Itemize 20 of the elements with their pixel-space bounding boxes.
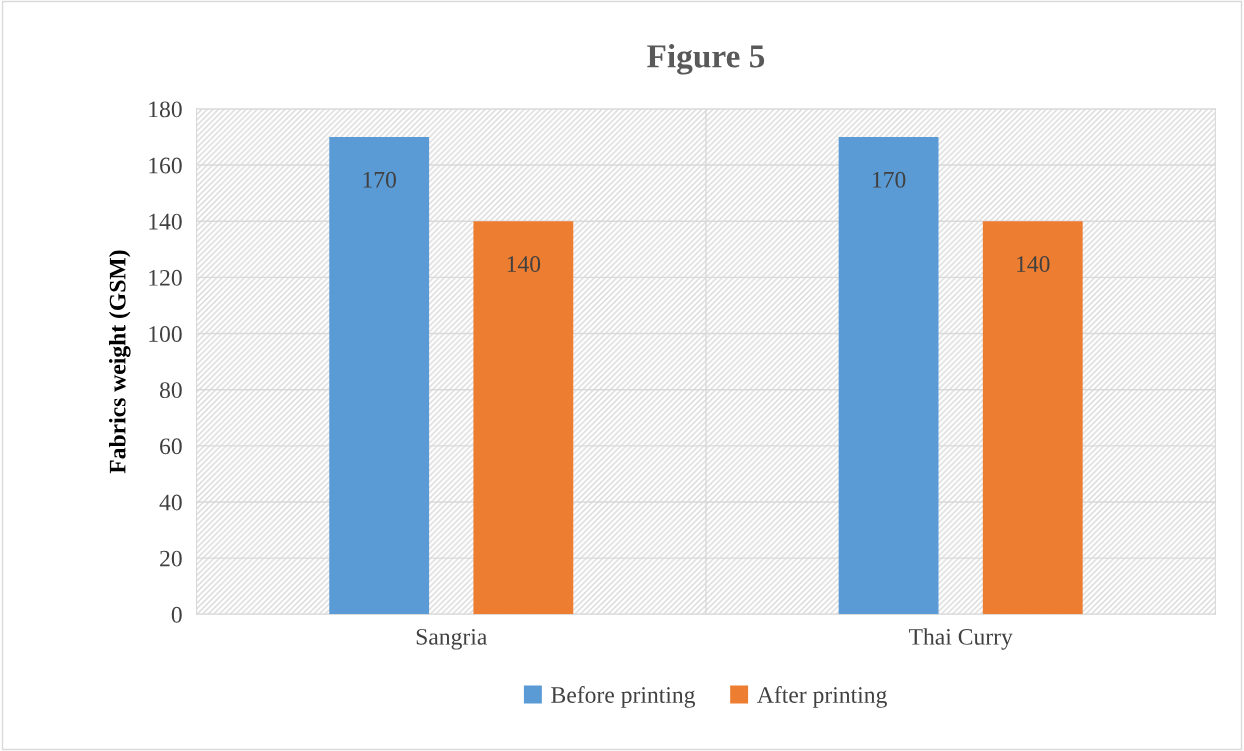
y-tick-label: 140 [149, 213, 182, 230]
x-tick-label: Sangria [416, 628, 487, 650]
y-tick-label: 80 [159, 382, 182, 399]
data-label: 140 [1017, 256, 1050, 272]
data-label: 170 [872, 171, 906, 188]
legend-label: After printing [757, 686, 887, 708]
data-label: 170 [363, 171, 396, 188]
y-axis-title: Fabrics weight (GSM) [108, 250, 131, 474]
y-tick-label: 0 [171, 606, 182, 623]
y-tick-label: 20 [160, 550, 182, 567]
data-label: 140 [507, 256, 541, 272]
legend-label: Before printing [551, 686, 696, 708]
x-tick-label: Thai Curry [908, 628, 1013, 650]
y-tick-label: 160 [149, 157, 182, 174]
y-tick-label: 180 [149, 101, 182, 118]
y-tick-label: 100 [149, 326, 182, 342]
chart-title: Figure 5 [647, 44, 765, 75]
y-tick-label: 120 [149, 269, 182, 286]
y-tick-label: 60 [160, 438, 182, 455]
y-tick-label: 40 [159, 494, 182, 511]
